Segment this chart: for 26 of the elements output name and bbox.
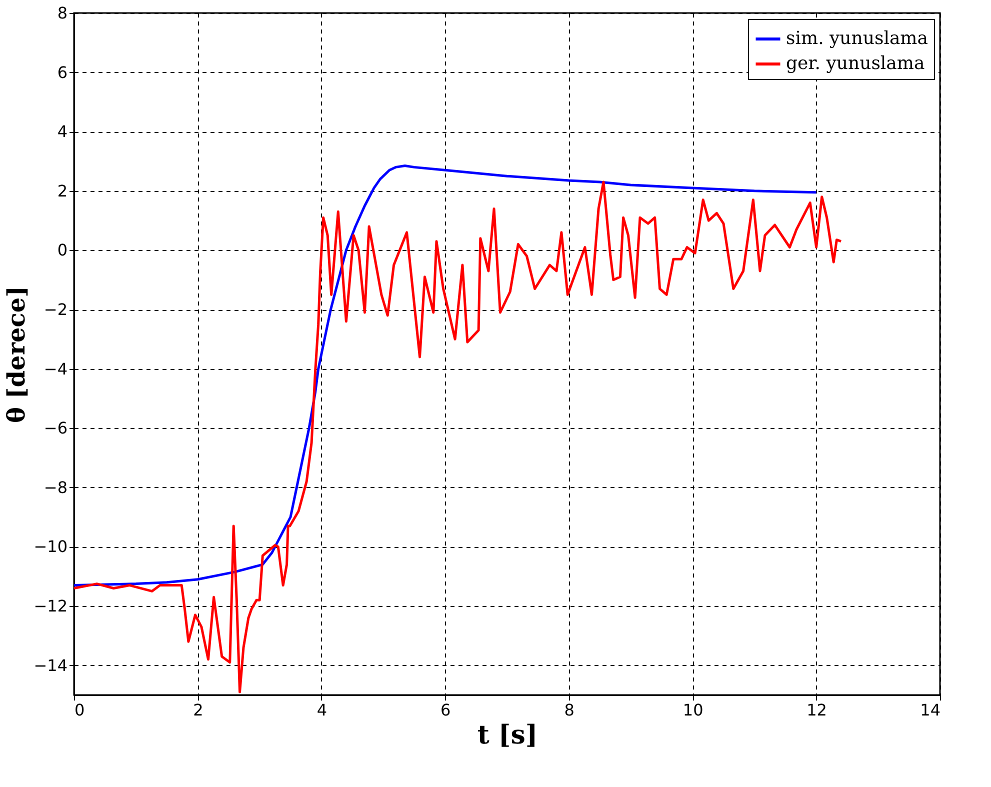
- y-tick-label: −4: [44, 359, 68, 378]
- y-tick-label: 2: [57, 181, 68, 200]
- y-tick-label: 6: [57, 62, 68, 82]
- legend-label: ger. yunuslama: [786, 53, 925, 74]
- x-tick-label: 4: [316, 700, 328, 720]
- y-tick-label: −2: [44, 300, 68, 320]
- x-tick-label: 8: [564, 700, 574, 720]
- y-tick-label: −10: [34, 537, 68, 556]
- y-tick-label: −12: [34, 596, 68, 616]
- line-series: [72, 180, 842, 694]
- y-tick-label: −8: [44, 478, 68, 497]
- legend-label: sim. yunuslama: [786, 28, 928, 49]
- x-tick-label: 0: [74, 700, 85, 720]
- y-tick-label: 4: [57, 122, 68, 142]
- y-axis-title: θ [derece]: [2, 286, 31, 423]
- x-axis-title: t [s]: [477, 720, 538, 750]
- y-tick-label: 0: [57, 240, 68, 260]
- x-tick-label: 6: [440, 700, 451, 720]
- y-tick-label: −14: [34, 656, 68, 675]
- y-tick-label: 8: [57, 4, 68, 22]
- x-tick-label: 14: [920, 700, 940, 720]
- x-tick-label: 10: [682, 700, 704, 720]
- line-series: [72, 164, 818, 587]
- x-tick-label: 12: [806, 700, 827, 720]
- x-tick-label: 2: [193, 700, 204, 720]
- y-tick-label: −6: [44, 418, 68, 438]
